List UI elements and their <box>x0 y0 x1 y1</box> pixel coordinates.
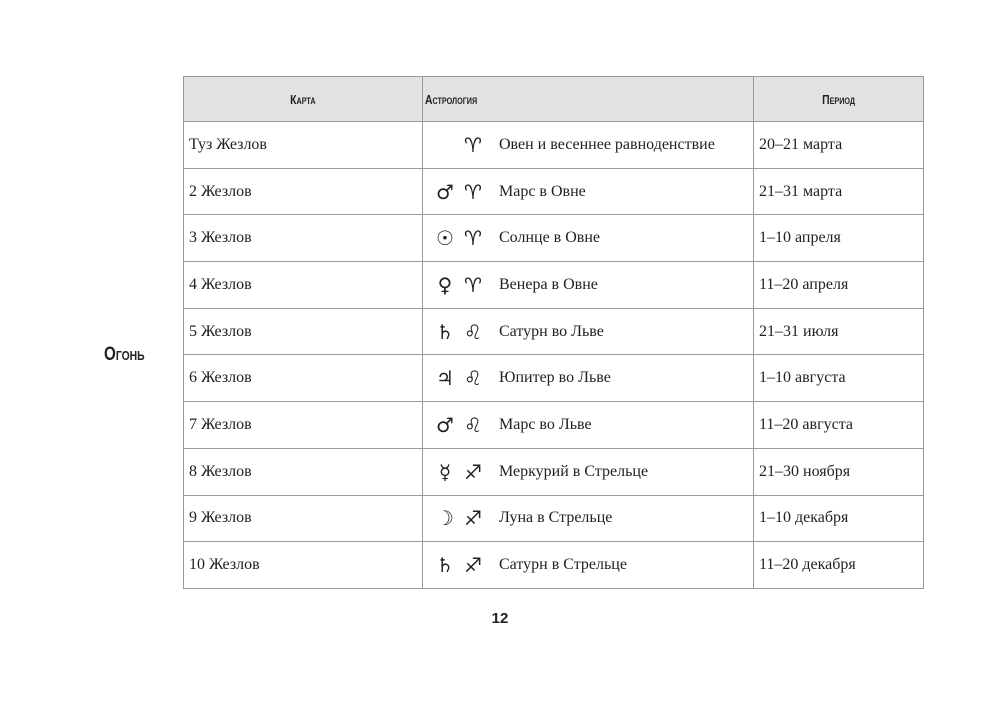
astrology-cell: ♄ ♐ Сатурн в Стрельце <box>422 541 754 589</box>
table-row: 9 Жезлов ☽ ♐ Луна в Стрельце 1–10 декабря <box>183 494 924 543</box>
header-card: Карта <box>183 76 423 122</box>
card-cell: 6 Жезлов <box>183 354 423 403</box>
card-cell: 10 Жезлов <box>183 541 423 589</box>
header-period: Период <box>753 76 924 122</box>
zodiac-sign-icon: ♈ <box>464 179 482 204</box>
planet-symbol-icon: ♄ <box>436 553 454 578</box>
card-cell: 7 Жезлов <box>183 401 423 449</box>
zodiac-sign-icon: ♈ <box>464 226 482 251</box>
astrology-text: Марс в Овне <box>499 182 586 200</box>
period-cell: 1–10 августа <box>753 354 924 403</box>
astrology-cell: ♂ ♈ Марс в Овне <box>422 167 754 216</box>
period-cell: 20–21 марта <box>753 121 924 169</box>
zodiac-sign-icon: ♐ <box>464 506 482 531</box>
astrology-text: Марс во Льве <box>499 415 592 433</box>
zodiac-sign-icon: ♌ <box>464 319 482 344</box>
astrology-text: Солнце в Овне <box>499 229 600 247</box>
table-row: 6 Жезлов ♃ ♌ Юпитер во Льве 1–10 августа <box>183 354 924 403</box>
astrology-cell: ☉ ♈ Солнце в Овне <box>422 214 754 263</box>
planet-symbol-icon: ♂ <box>436 179 454 204</box>
astrology-text: Юпитер во Льве <box>499 369 611 387</box>
period-cell: 11–20 апреля <box>753 261 924 309</box>
header-astrology: Астрология <box>422 76 754 122</box>
planet-symbol-icon: ♂ <box>436 412 454 437</box>
zodiac-sign-icon: ♈ <box>464 272 482 297</box>
card-cell: 8 Жезлов <box>183 447 423 496</box>
page-number: 12 <box>491 610 509 627</box>
card-cell: 5 Жезлов <box>183 307 423 356</box>
card-cell: Туз Жезлов <box>183 121 423 169</box>
astrology-cell: ☽ ♐ Луна в Стрельце <box>422 494 754 543</box>
tarot-astrology-table: Карта Астрология Период Туз Жезлов ♈ Овен … <box>183 76 924 589</box>
astrology-cell: ♃ ♌ Юпитер во Льве <box>422 354 754 403</box>
astrology-text: Венера в Овне <box>499 275 598 293</box>
zodiac-sign-icon: ♌ <box>464 412 482 437</box>
period-cell: 21–31 июля <box>753 307 924 356</box>
table-row: 8 Жезлов ☿ ♐ Меркурий в Стрельце 21–30 ноябр… <box>183 447 924 496</box>
astrology-text: Меркурий в Стрельце <box>499 462 649 480</box>
table-row: 10 Жезлов ♄ ♐ Сатурн в Стрельце 11–20 декабр… <box>183 541 924 589</box>
planet-symbol-icon: ☉ <box>436 226 454 251</box>
period-cell: 21–30 ноября <box>753 447 924 496</box>
card-cell: 9 Жезлов <box>183 494 423 543</box>
table-row: 3 Жезлов ☉ ♈ Солнце в Овне 1–10 апреля <box>183 214 924 263</box>
astrology-text: Сатурн во Льве <box>499 322 604 340</box>
astrology-text: Луна в Стрельце <box>499 509 613 527</box>
card-cell: 2 Жезлов <box>183 167 423 216</box>
table-row: 5 Жезлов ♄ ♌ Сатурн во Льве 21–31 июля <box>183 307 924 356</box>
planet-symbol-icon: ☿ <box>438 459 452 484</box>
period-cell: 1–10 декабря <box>753 494 924 543</box>
planet-symbol-icon: ♄ <box>436 319 454 344</box>
astrology-text: Овен и весеннее равноденствие <box>499 135 715 153</box>
period-cell: 21–31 марта <box>753 167 924 216</box>
planet-symbol-icon: ♃ <box>436 366 454 391</box>
astrology-cell: ☿ ♐ Меркурий в Стрельце <box>422 447 754 496</box>
table-header-row: Карта Астрология Период <box>183 76 924 122</box>
period-cell: 11–20 декабря <box>753 541 924 589</box>
astrology-cell: ♀ ♈ Венера в Овне <box>422 261 754 309</box>
astrology-cell: ♄ ♌ Сатурн во Льве <box>422 307 754 356</box>
table-row: 4 Жезлов ♀ ♈ Венера в Овне 11–20 апреля <box>183 261 924 309</box>
table-row: Туз Жезлов ♈ Овен и весеннее равноденствие… <box>183 121 924 169</box>
astrology-cell: ♈ Овен и весеннее равноденствие <box>422 121 754 169</box>
table-row: 2 Жезлов ♂ ♈ Марс в Овне 21–31 марта <box>183 167 924 216</box>
zodiac-sign-icon: ♈ <box>464 132 482 157</box>
planet-symbol-icon: ☽ <box>436 506 454 531</box>
period-cell: 1–10 апреля <box>753 214 924 263</box>
zodiac-sign-icon: ♐ <box>464 553 482 578</box>
element-label: Огонь <box>104 344 145 365</box>
astrology-text: Сатурн в Стрельце <box>499 556 627 574</box>
zodiac-sign-icon: ♐ <box>464 459 482 484</box>
planet-symbol-icon: ♀ <box>437 272 453 297</box>
table-row: 7 Жезлов ♂ ♌ Марс во Льве 11–20 августа <box>183 401 924 449</box>
zodiac-sign-icon: ♌ <box>464 366 482 391</box>
period-cell: 11–20 августа <box>753 401 924 449</box>
astrology-cell: ♂ ♌ Марс во Льве <box>422 401 754 449</box>
card-cell: 3 Жезлов <box>183 214 423 263</box>
card-cell: 4 Жезлов <box>183 261 423 309</box>
